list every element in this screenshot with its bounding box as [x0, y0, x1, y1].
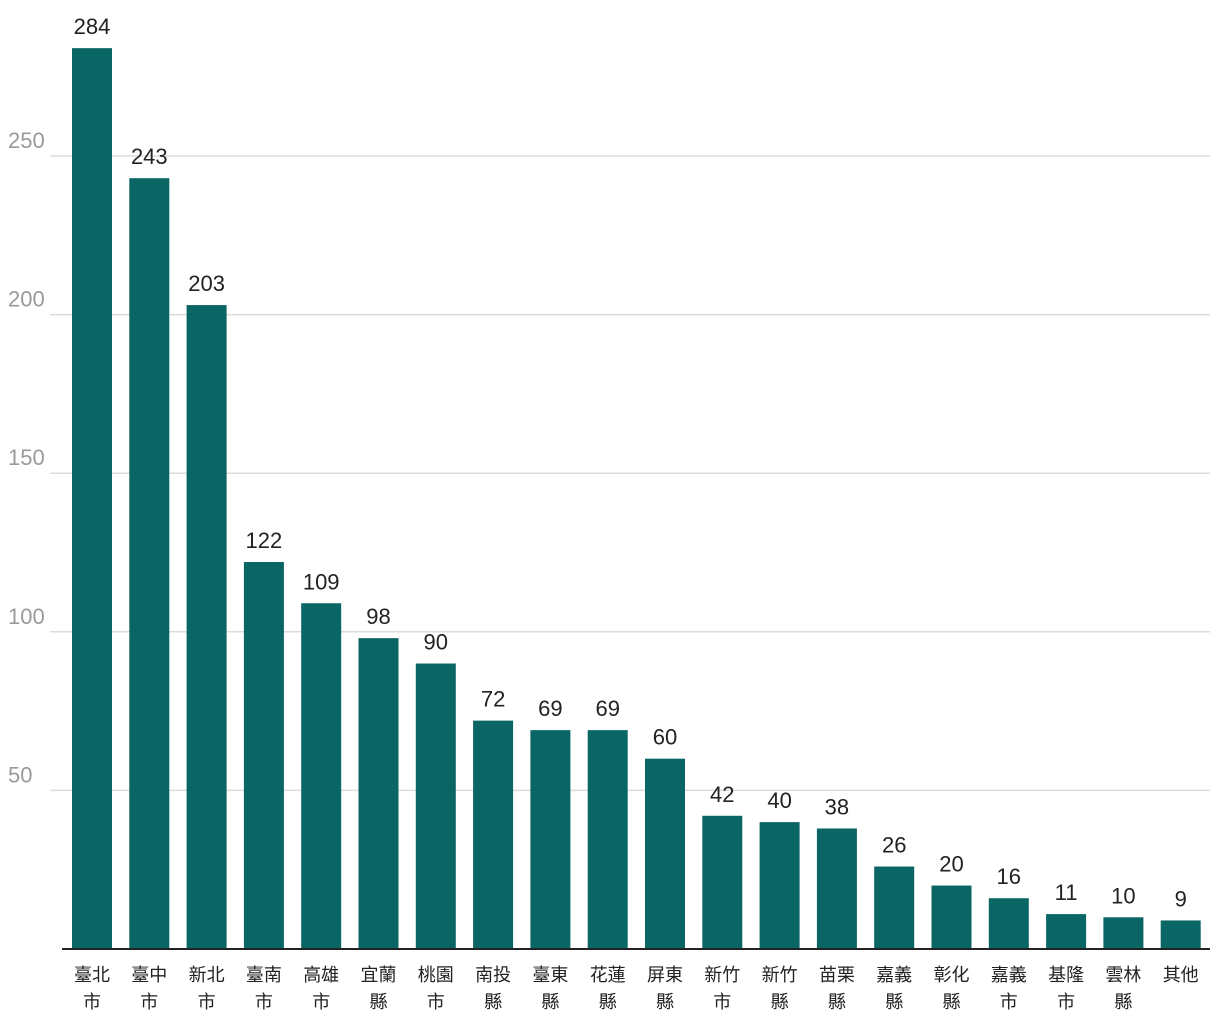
category-label-0-line-1: 市: [83, 992, 101, 1013]
category-label-5-line-1: 縣: [370, 992, 388, 1013]
category-label-6-line-1: 市: [427, 992, 445, 1013]
value-label-5: 98: [366, 604, 390, 629]
category-label-6-line-0: 桃園: [418, 965, 454, 986]
value-label-1: 243: [131, 144, 168, 169]
bar-6: [415, 663, 456, 949]
bar-14: [874, 866, 915, 949]
category-label-18-line-0: 雲林: [1105, 965, 1141, 986]
bar-15: [931, 885, 972, 949]
value-label-3: 122: [246, 528, 283, 553]
bar-8: [530, 730, 571, 949]
category-label-18-line-1: 縣: [1114, 992, 1132, 1013]
category-label-3-line-1: 市: [255, 992, 273, 1013]
category-label-14-line-1: 縣: [885, 992, 903, 1013]
category-label-4-line-0: 高雄: [303, 965, 339, 986]
bar-17: [1046, 914, 1087, 949]
category-label-7-line-0: 南投: [475, 965, 511, 986]
bar-7: [473, 720, 514, 949]
category-label-16-line-1: 市: [1000, 992, 1018, 1013]
bar-13: [816, 828, 857, 949]
category-label-8-line-0: 臺東: [532, 965, 568, 986]
y-tick-label-150: 150: [8, 445, 45, 470]
bar-16: [988, 898, 1029, 949]
value-label-19: 9: [1175, 886, 1187, 911]
category-label-14-line-0: 嘉義: [876, 965, 912, 986]
category-label-11-line-0: 新竹: [704, 965, 740, 986]
category-labels: 臺北市臺中市新北市臺南市高雄市宜蘭縣桃園市南投縣臺東縣花蓮縣屏東縣新竹市新竹縣苗…: [74, 965, 1199, 1013]
category-label-13-line-1: 縣: [828, 992, 846, 1013]
bar-1: [129, 178, 170, 950]
value-label-12: 40: [767, 788, 791, 813]
value-label-14: 26: [882, 833, 906, 858]
category-label-12-line-0: 新竹: [762, 965, 798, 986]
value-label-2: 203: [188, 271, 225, 296]
value-label-6: 90: [424, 630, 448, 655]
category-label-15-line-1: 縣: [943, 992, 961, 1013]
category-label-9-line-0: 花蓮: [590, 965, 626, 986]
value-label-17: 11: [1055, 880, 1078, 905]
category-label-17-line-1: 市: [1057, 992, 1075, 1013]
value-label-15: 20: [939, 852, 963, 877]
gridlines: 50 100 150 200 250: [8, 128, 1210, 792]
value-label-0: 284: [74, 14, 111, 39]
category-label-15-line-0: 彰化: [934, 965, 970, 986]
bar-5: [358, 638, 399, 949]
category-label-19-line-0: 其他: [1163, 965, 1199, 986]
category-label-7-line-1: 縣: [484, 992, 502, 1013]
category-label-4-line-1: 市: [312, 992, 330, 1013]
value-label-7: 72: [481, 687, 505, 712]
bars: [72, 48, 1201, 950]
bar-2: [186, 305, 227, 950]
bar-9: [587, 730, 628, 949]
value-label-16: 16: [997, 864, 1021, 889]
category-label-12-line-1: 縣: [771, 992, 789, 1013]
category-label-1-line-1: 市: [140, 992, 158, 1013]
bar-4: [301, 603, 342, 949]
value-label-18: 10: [1111, 883, 1135, 908]
category-label-2-line-1: 市: [198, 992, 216, 1013]
bar-18: [1103, 917, 1144, 949]
category-label-17-line-0: 基隆: [1048, 965, 1084, 986]
bar-0: [72, 48, 112, 950]
y-tick-label-250: 250: [8, 128, 45, 153]
category-label-10-line-1: 縣: [656, 992, 674, 1013]
category-label-1-line-0: 臺中: [131, 965, 167, 986]
bar-12: [759, 822, 800, 949]
bar-10: [645, 758, 685, 949]
value-label-13: 38: [825, 794, 849, 819]
category-label-2-line-0: 新北: [189, 965, 225, 986]
category-label-16-line-0: 嘉義: [991, 965, 1027, 986]
category-label-8-line-1: 縣: [541, 992, 559, 1013]
category-label-5-line-0: 宜蘭: [361, 965, 397, 986]
y-tick-label-200: 200: [8, 287, 45, 312]
category-label-10-line-0: 屏東: [647, 965, 683, 986]
category-label-0-line-0: 臺北: [74, 965, 110, 986]
category-label-13-line-0: 苗栗: [819, 965, 855, 986]
value-label-10: 60: [653, 725, 677, 750]
bar-19: [1160, 920, 1201, 949]
y-tick-label-100: 100: [8, 604, 45, 629]
value-label-4: 109: [303, 569, 340, 594]
value-label-9: 69: [595, 696, 619, 721]
category-label-9-line-1: 縣: [599, 992, 617, 1013]
y-tick-label-50: 50: [8, 762, 32, 787]
value-label-11: 42: [710, 782, 734, 807]
bar-3: [243, 562, 284, 949]
category-label-3-line-0: 臺南: [246, 965, 282, 986]
category-label-11-line-1: 市: [713, 992, 731, 1013]
value-label-8: 69: [538, 696, 562, 721]
bar-11: [702, 815, 743, 949]
